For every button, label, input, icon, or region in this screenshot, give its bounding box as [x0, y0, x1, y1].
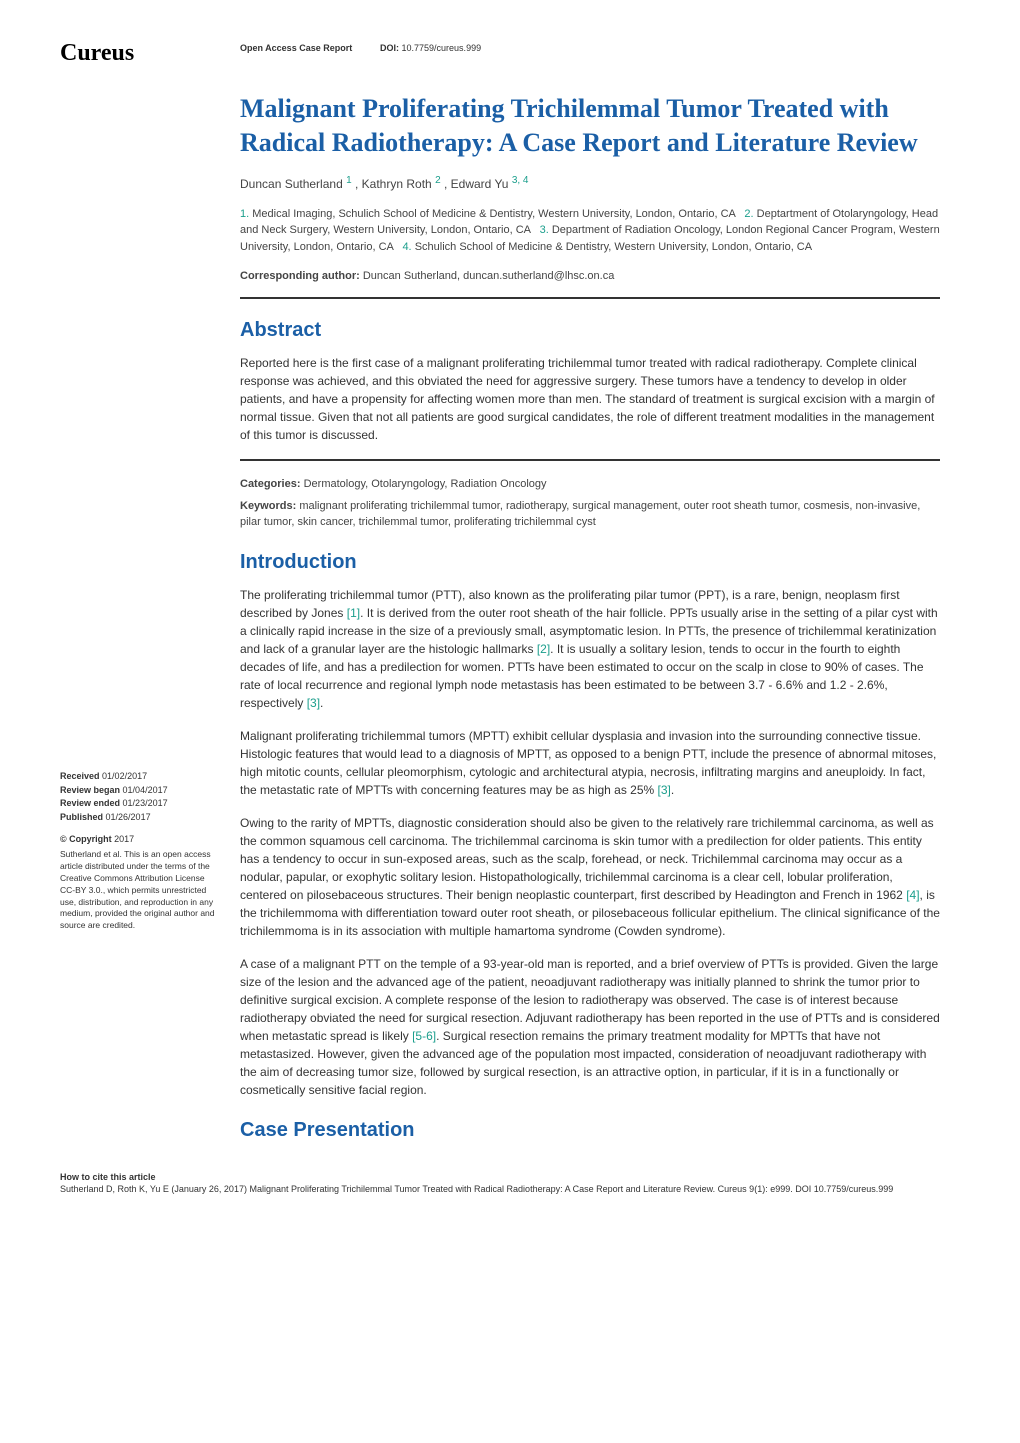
received-row: Received 01/02/2017 — [60, 770, 220, 783]
author-sup: 3, 4 — [512, 175, 529, 186]
intro-paragraph: Owing to the rarity of MPTTs, diagnostic… — [240, 814, 940, 940]
doi-container: DOI: 10.7759/cureus.999 — [380, 40, 960, 53]
keywords-label: Keywords: — [240, 500, 296, 512]
section-divider — [240, 459, 940, 461]
author-separator: , — [444, 177, 451, 191]
reference-link[interactable]: [4] — [906, 888, 919, 902]
affiliations: 1. Medical Imaging, Schulich School of M… — [240, 206, 940, 256]
received-label: Received — [60, 771, 100, 781]
intro-paragraph: Malignant proliferating trichilemmal tum… — [240, 727, 940, 799]
received-date: 01/02/2017 — [102, 771, 147, 781]
affiliation-number: 2. — [744, 208, 753, 220]
article-title: Malignant Proliferating Trichilemmal Tum… — [240, 92, 940, 160]
page-footer: How to cite this article Sutherland D, R… — [60, 1172, 960, 1196]
paragraph-text: . — [671, 783, 674, 797]
author-list: Duncan Sutherland 1 , Kathryn Roth 2 , E… — [240, 175, 940, 191]
corresponding-author: Corresponding author: Duncan Sutherland,… — [240, 270, 940, 282]
review-ended-label: Review ended — [60, 798, 120, 808]
published-date: 01/26/2017 — [106, 812, 151, 822]
author-name: Kathryn Roth — [362, 177, 432, 191]
doi-value: 10.7759/cureus.999 — [402, 43, 482, 53]
published-row: Published 01/26/2017 — [60, 811, 220, 824]
keywords-text: malignant proliferating trichilemmal tum… — [240, 500, 920, 529]
citation-heading: How to cite this article — [60, 1172, 960, 1182]
author-sup: 1 — [346, 175, 352, 186]
categories-row: Categories: Dermatology, Otolaryngology,… — [240, 476, 940, 493]
review-ended-row: Review ended 01/23/2017 — [60, 797, 220, 810]
introduction-heading: Introduction — [240, 551, 940, 574]
reference-link[interactable]: [3] — [307, 696, 320, 710]
categories-label: Categories: — [240, 478, 301, 490]
case-presentation-heading: Case Presentation — [240, 1119, 940, 1142]
author-name: Duncan Sutherland — [240, 177, 343, 191]
abstract-heading: Abstract — [240, 319, 940, 342]
paragraph-text: Owing to the rarity of MPTTs, diagnostic… — [240, 816, 934, 902]
paragraph-text: . — [320, 696, 323, 710]
reference-link[interactable]: [5-6] — [412, 1029, 436, 1043]
page-header: Cureus Open Access Case Report DOI: 10.7… — [60, 40, 960, 72]
affiliation-number: 3. — [540, 224, 549, 236]
access-type: Open Access Case Report — [240, 40, 380, 53]
corresponding-label: Corresponding author: — [240, 270, 360, 282]
review-began-date: 01/04/2017 — [123, 785, 168, 795]
main-content: Malignant Proliferating Trichilemmal Tum… — [240, 92, 940, 1142]
copyright-year: 2017 — [114, 834, 134, 844]
citation-text: Sutherland D, Roth K, Yu E (January 26, … — [60, 1184, 960, 1196]
logo-container: Cureus — [60, 40, 240, 72]
affiliation-text: Schulich School of Medicine & Dentistry,… — [415, 241, 812, 253]
review-ended-date: 01/23/2017 — [123, 798, 168, 808]
copyright-heading: © Copyright 2017 — [60, 833, 220, 846]
published-label: Published — [60, 812, 103, 822]
intro-paragraph: A case of a malignant PTT on the temple … — [240, 955, 940, 1099]
reference-link[interactable]: [2] — [537, 642, 550, 656]
affiliation-number: 4. — [402, 241, 411, 253]
author-name: Edward Yu — [451, 177, 509, 191]
affiliation-text: Medical Imaging, Schulich School of Medi… — [252, 208, 735, 220]
review-began-label: Review began — [60, 785, 120, 795]
keywords-row: Keywords: malignant proliferating trichi… — [240, 498, 940, 531]
author-separator: , — [355, 177, 362, 191]
review-began-row: Review began 01/04/2017 — [60, 784, 220, 797]
doi-label: DOI: — [380, 43, 399, 53]
corresponding-text: Duncan Sutherland, duncan.sutherland@lhs… — [363, 270, 615, 282]
categories-text: Dermatology, Otolaryngology, Radiation O… — [304, 478, 547, 490]
journal-logo: Cureus — [60, 40, 240, 67]
reference-link[interactable]: [3] — [658, 783, 671, 797]
reference-link[interactable]: [1] — [347, 606, 360, 620]
section-divider — [240, 297, 940, 299]
affiliation-number: 1. — [240, 208, 249, 220]
copyright-text: Sutherland et al. This is an open access… — [60, 849, 220, 932]
paragraph-text: Malignant proliferating trichilemmal tum… — [240, 729, 936, 797]
metadata-sidebar: Received 01/02/2017 Review began 01/04/2… — [60, 770, 220, 932]
copyright-label: © Copyright — [60, 834, 112, 844]
abstract-text: Reported here is the first case of a mal… — [240, 354, 940, 444]
intro-paragraph: The proliferating trichilemmal tumor (PT… — [240, 586, 940, 712]
author-sup: 2 — [435, 175, 441, 186]
